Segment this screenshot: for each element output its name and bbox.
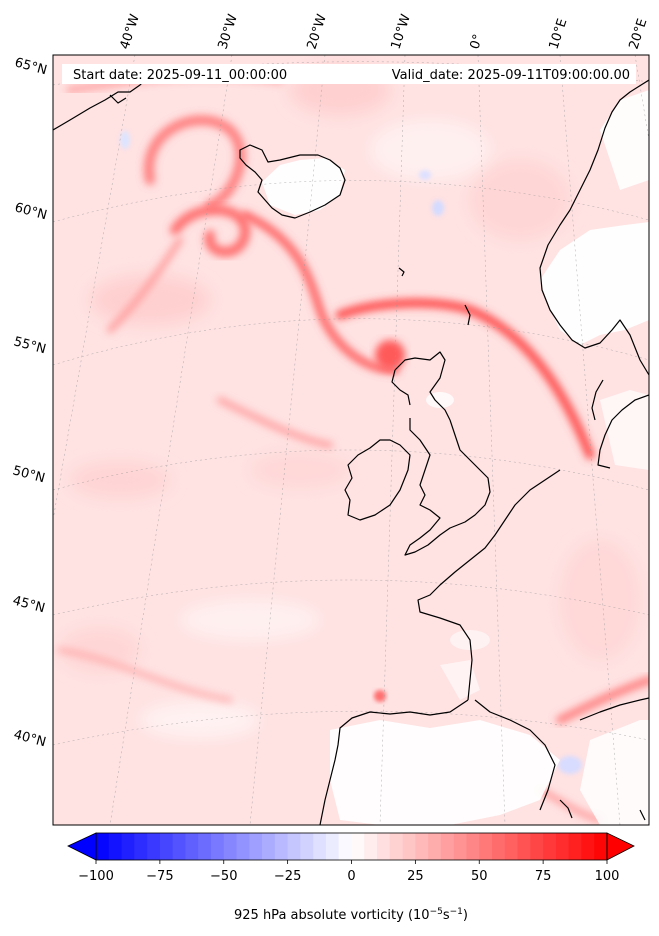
map-frame: [52, 54, 650, 826]
lon-label-10w: 10°W: [389, 12, 414, 51]
colorbar-title-main: 925 hPa absolute vorticity (10: [234, 908, 430, 923]
longitude-labels: 40°W 30°W 20°W 10°W 0° 10°E 20°E: [118, 12, 651, 51]
colorbar-block: [96, 833, 110, 860]
map-panel: [53, 55, 649, 825]
colorbar-block: [262, 833, 276, 860]
coastlines: [53, 74, 649, 825]
colorbar-block: [274, 833, 289, 860]
negative-vorticity-spots: [120, 131, 582, 774]
land-low-vorticity: [262, 90, 649, 825]
colorbar-title-mid: s: [443, 908, 450, 923]
colorbar-tick-label: 25: [407, 869, 424, 884]
colorbar-title-exp2: −1: [450, 907, 463, 917]
colorbar-block: [428, 833, 442, 860]
colorbar-block: [453, 833, 467, 860]
colorbar-block: [351, 833, 365, 860]
colorbar-block: [479, 833, 493, 860]
colorbar-extend-low: [67, 832, 97, 861]
colorbar-block: [210, 833, 225, 860]
colorbar-blocks: [96, 833, 608, 860]
colorbar-tick-label: 50: [471, 869, 488, 884]
colorbar-block: [594, 833, 608, 860]
colorbar-tick-label: 75: [535, 869, 552, 884]
colorbar-tick-label: −75: [146, 869, 173, 884]
header-background: [62, 64, 636, 84]
colorbar-block: [249, 833, 263, 860]
colorbar-block: [543, 833, 557, 860]
colorbar-tick-label: −50: [210, 869, 237, 884]
lon-label-20e: 20°E: [627, 17, 651, 51]
colorbar-tick-label: 0: [347, 869, 355, 884]
colorbar-block: [172, 833, 186, 860]
lon-label-10e: 10°E: [547, 17, 571, 51]
start-date-text: Start date: 2025-09-11_00:00:00: [73, 68, 287, 83]
lon-label-20w: 20°W: [305, 12, 330, 51]
lon-label-0: 0°: [468, 33, 487, 52]
colorbar-title-exp1: −5: [430, 907, 443, 917]
colorbar-block: [440, 833, 455, 860]
colorbar-block: [530, 833, 544, 860]
colorbar-block: [108, 833, 123, 860]
colorbar-block: [287, 833, 301, 860]
colorbar-block: [492, 833, 506, 860]
colorbar-block: [568, 833, 582, 860]
lat-label-45n: 45°N: [11, 593, 47, 616]
colorbar-block: [134, 833, 148, 860]
lat-label-65n: 65°N: [13, 55, 49, 78]
lon-label-30w: 30°W: [216, 12, 241, 51]
lat-label-55n: 55°N: [12, 334, 48, 357]
lon-label-40w: 40°W: [118, 12, 143, 51]
colorbar-title: 925 hPa absolute vorticity (10−5s−1): [234, 907, 468, 923]
colorbar-block: [504, 833, 519, 860]
colorbar: −100 −75 −50 −25 0 25 50 75 100 925 hPa absolute…: [67, 832, 635, 923]
colorbar-ticks: −100 −75 −50 −25 0 25 50 75 100: [78, 860, 619, 884]
colorbar-block: [581, 833, 595, 860]
latitude-labels: 65°N 60°N 55°N 50°N 45°N 40°N: [11, 55, 49, 750]
colorbar-block: [402, 833, 416, 860]
colorbar-block: [300, 833, 314, 860]
colorbar-block: [121, 833, 135, 860]
colorbar-block: [236, 833, 250, 860]
colorbar-tick-label: −25: [274, 869, 301, 884]
colorbar-block: [223, 833, 238, 860]
colorbar-tick-label: −100: [78, 869, 114, 884]
colorbar-block: [466, 833, 480, 860]
valid-date-text: Valid_date: 2025-09-11T09:00:00.00: [392, 68, 630, 83]
colorbar-block: [415, 833, 429, 860]
colorbar-block: [555, 833, 570, 860]
vorticity-bands: [57, 71, 649, 823]
graticule: [53, 55, 649, 825]
colorbar-block: [364, 833, 378, 860]
vorticity-background-field: [53, 55, 649, 825]
colorbar-tick-label: 100: [595, 869, 620, 884]
lat-label-40n: 40°N: [12, 727, 48, 750]
colorbar-block: [147, 833, 161, 860]
colorbar-block: [159, 833, 174, 860]
vorticity-texture: [60, 65, 640, 738]
colorbar-extend-high: [606, 832, 635, 861]
colorbar-block: [517, 833, 531, 860]
colorbar-block: [313, 833, 327, 860]
colorbar-block: [325, 833, 340, 860]
colorbar-block: [185, 833, 199, 860]
colorbar-block: [377, 833, 391, 860]
lat-label-60n: 60°N: [13, 200, 49, 223]
colorbar-block: [198, 833, 212, 860]
colorbar-title-end: ): [463, 908, 468, 923]
lat-label-50n: 50°N: [11, 463, 47, 486]
colorbar-block: [338, 833, 353, 860]
colorbar-block: [389, 833, 404, 860]
